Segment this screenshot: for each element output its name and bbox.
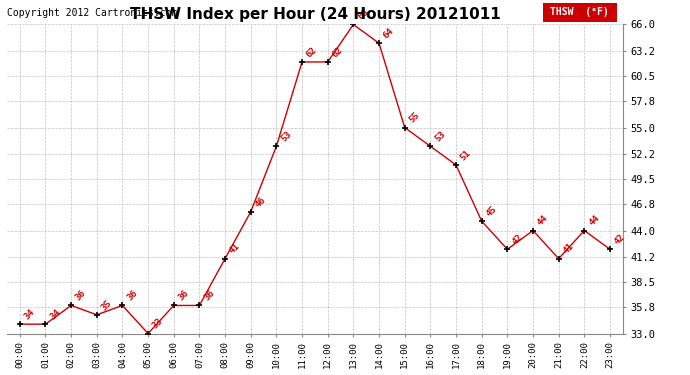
Text: Copyright 2012 Cartronics.com: Copyright 2012 Cartronics.com — [7, 8, 177, 18]
Text: 36: 36 — [202, 289, 216, 303]
Text: 35: 35 — [99, 298, 113, 312]
Text: 46: 46 — [253, 195, 268, 209]
Text: 41: 41 — [228, 242, 242, 256]
Text: 33: 33 — [151, 317, 165, 331]
Text: 36: 36 — [74, 289, 88, 303]
Text: 42: 42 — [510, 232, 524, 246]
Text: 53: 53 — [279, 129, 293, 144]
Text: 44: 44 — [535, 214, 550, 228]
Text: 36: 36 — [125, 289, 139, 303]
FancyBboxPatch shape — [543, 3, 617, 22]
Text: 62: 62 — [305, 45, 319, 59]
Text: 53: 53 — [433, 129, 447, 144]
Text: 36: 36 — [177, 289, 190, 303]
Text: 45: 45 — [484, 204, 498, 218]
Text: 51: 51 — [459, 148, 473, 162]
Text: 34: 34 — [23, 308, 37, 321]
Text: 41: 41 — [562, 242, 575, 256]
Text: THSW  (°F): THSW (°F) — [551, 7, 609, 17]
Text: 64: 64 — [382, 27, 396, 40]
Title: THSW Index per Hour (24 Hours) 20121011: THSW Index per Hour (24 Hours) 20121011 — [130, 7, 500, 22]
Text: 44: 44 — [587, 214, 601, 228]
Text: 42: 42 — [613, 232, 627, 246]
Text: 62: 62 — [331, 45, 344, 59]
Text: 55: 55 — [408, 111, 422, 125]
Text: 66: 66 — [356, 8, 370, 22]
Text: 34: 34 — [48, 308, 62, 321]
